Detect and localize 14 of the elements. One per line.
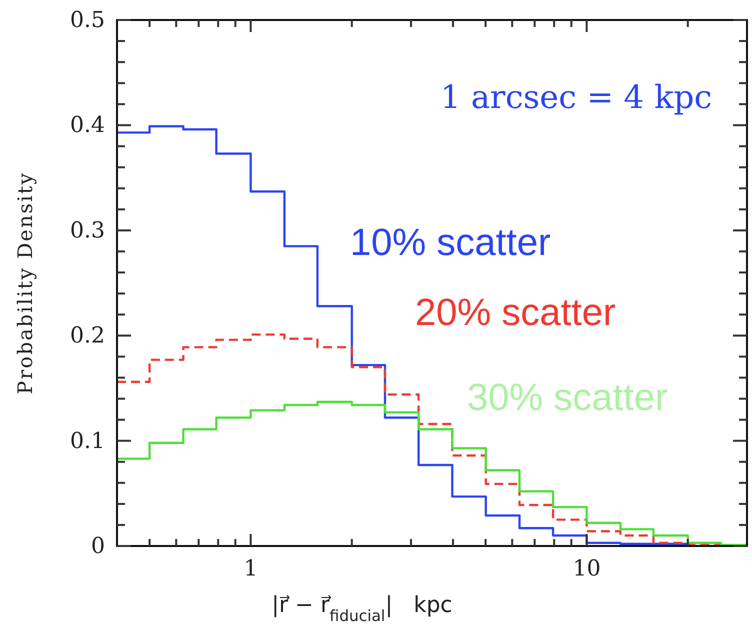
y-tick-label: 0.2 bbox=[70, 324, 105, 349]
x-tick-label: 10 bbox=[572, 556, 601, 582]
y-tick-label: 0.3 bbox=[70, 218, 105, 244]
series-label: 20% scatter bbox=[415, 292, 616, 334]
y-tick-label: 0.5 bbox=[70, 8, 105, 34]
series-label: 10% scatter bbox=[350, 222, 551, 264]
y-axis-title: Probability Density bbox=[13, 172, 37, 394]
y-tick-label: 0.4 bbox=[70, 113, 105, 138]
series-label: 30% scatter bbox=[467, 377, 668, 419]
x-axis-title: |r⃗ − r⃗$_{fiducial}$| kpc bbox=[272, 593, 452, 625]
annotation: 1 arcsec = 4 kpc bbox=[440, 78, 712, 116]
x-tick-label: 1 bbox=[244, 556, 258, 582]
y-tick-label: 0 bbox=[91, 534, 105, 560]
y-tick-label: 0.1 bbox=[70, 428, 105, 454]
